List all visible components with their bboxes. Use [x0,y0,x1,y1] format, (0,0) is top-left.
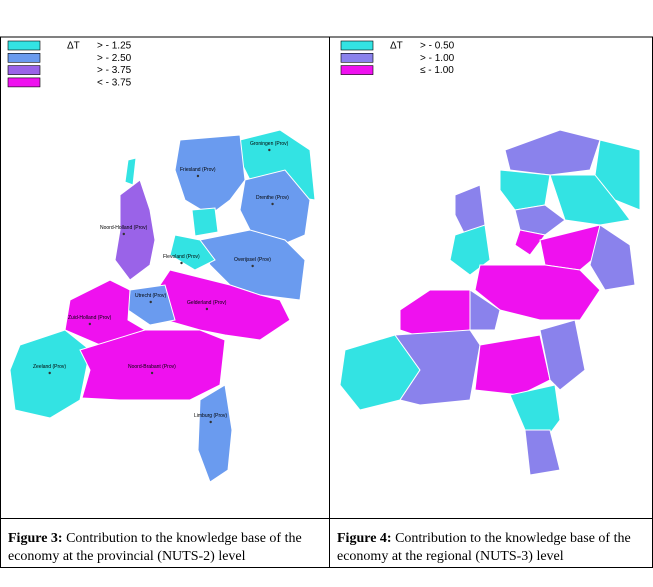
legend-header: ΔT [390,41,403,52]
legend-label: < - 3.75 [97,78,132,89]
region [524,429,561,476]
label-dot [268,148,271,152]
label-dot [149,300,152,304]
province-label: Gelderland (Prov) [187,300,227,306]
region-map [339,129,641,476]
region [539,319,586,391]
label-dot [150,371,154,375]
legend-label: > - 1.25 [97,41,132,52]
label-dot [205,307,209,311]
label-dot [209,420,212,424]
region [509,384,561,441]
region [499,169,551,211]
province-label: Noord-Holland (Prov) [100,225,148,231]
province-label: Flevoland (Prov) [163,254,200,260]
label-dot [271,202,274,206]
legend-swatch [340,52,374,63]
label-dot [48,371,51,375]
caption-text: Contribution to the knowledge base of th… [8,531,302,564]
label-dot [196,174,200,178]
region [79,329,226,401]
province-label: Zeeland (Prov) [33,364,66,370]
label-dot [251,264,254,268]
region [589,224,636,291]
region [514,204,566,236]
province-label: Limburg (Prov) [194,413,227,419]
province-label: Utrecht (Prov) [135,293,166,299]
province-label: Drenthe (Prov) [256,195,289,201]
region [191,207,219,237]
legend-header: ΔT [67,41,80,52]
legend-label: > - 1.00 [420,53,455,64]
legend-swatch [7,40,41,51]
region [64,279,147,346]
province-label: Zuid-Holland (Prov) [68,315,112,321]
legend-swatch [7,52,41,63]
caption-label: Figure 4: [337,531,392,546]
legends: ΔT > - 1.25> - 2.50> - 3.75 < - 3.75 ΔT > - … [7,40,455,424]
region [594,139,641,211]
province-label: Groningen (Prov) [250,141,289,147]
legend-label: ≤ - 1.00 [420,65,454,76]
caption-label: Figure 3: [8,531,63,546]
label-dot [122,232,125,236]
province-map [9,129,316,483]
legend-swatch [340,40,374,51]
region [549,174,631,226]
region [469,289,501,331]
region [514,229,546,256]
region [474,264,601,321]
region [174,134,246,216]
province-label: Friesland (Prov) [180,167,216,173]
region [504,129,601,176]
legend-label: > - 0.50 [420,41,455,52]
legend-swatch [340,65,374,75]
region [394,329,481,406]
province-labels: Groningen (Prov) Friesland (Prov) Drenth… [33,141,289,419]
region [124,157,137,186]
legend-swatch [7,65,41,75]
region [169,234,216,271]
region [474,334,551,396]
legend-label: > - 2.50 [97,53,132,64]
region [114,179,156,281]
legend-swatch [7,77,41,88]
caption-text: Contribution to the knowledge base of th… [337,531,631,564]
region [197,384,233,483]
label-dot [88,322,92,326]
label-dot [180,261,183,265]
caption: Figure 4: Contribution to the knowledge … [337,530,647,566]
province-label: Noord-Brabant (Prov) [128,364,176,370]
legend-label: > - 3.75 [97,65,132,76]
caption: Figure 3: Contribution to the knowledge … [8,530,326,566]
province-label: Overijssel (Prov) [234,257,271,263]
